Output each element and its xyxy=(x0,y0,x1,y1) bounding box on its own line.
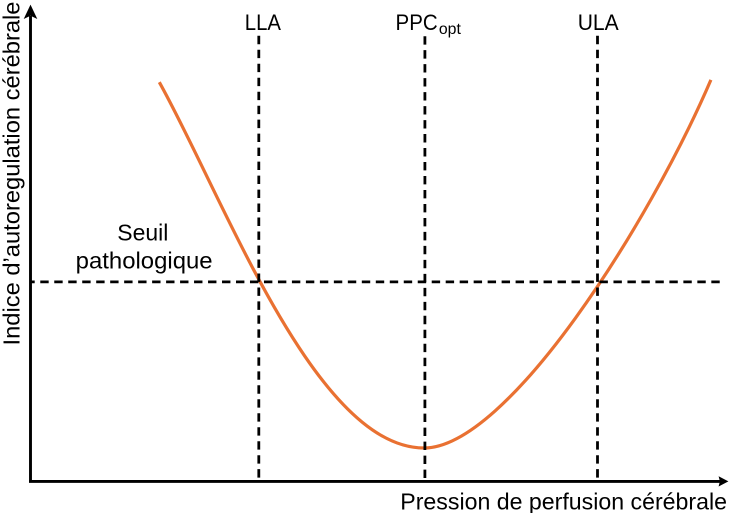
svg-text:opt: opt xyxy=(439,21,462,38)
svg-text:Seuil: Seuil xyxy=(117,220,168,246)
svg-text:pathologique: pathologique xyxy=(76,247,213,273)
svg-text:PPC: PPC xyxy=(396,10,438,35)
svg-text:LLA: LLA xyxy=(245,10,281,35)
svg-text:Pression de perfusion cérébral: Pression de perfusion cérébrale xyxy=(400,488,727,513)
svg-text:ULA: ULA xyxy=(578,10,619,35)
svg-text:Indice d’autoregulation cérébr: Indice d’autoregulation cérébrale xyxy=(0,2,25,346)
